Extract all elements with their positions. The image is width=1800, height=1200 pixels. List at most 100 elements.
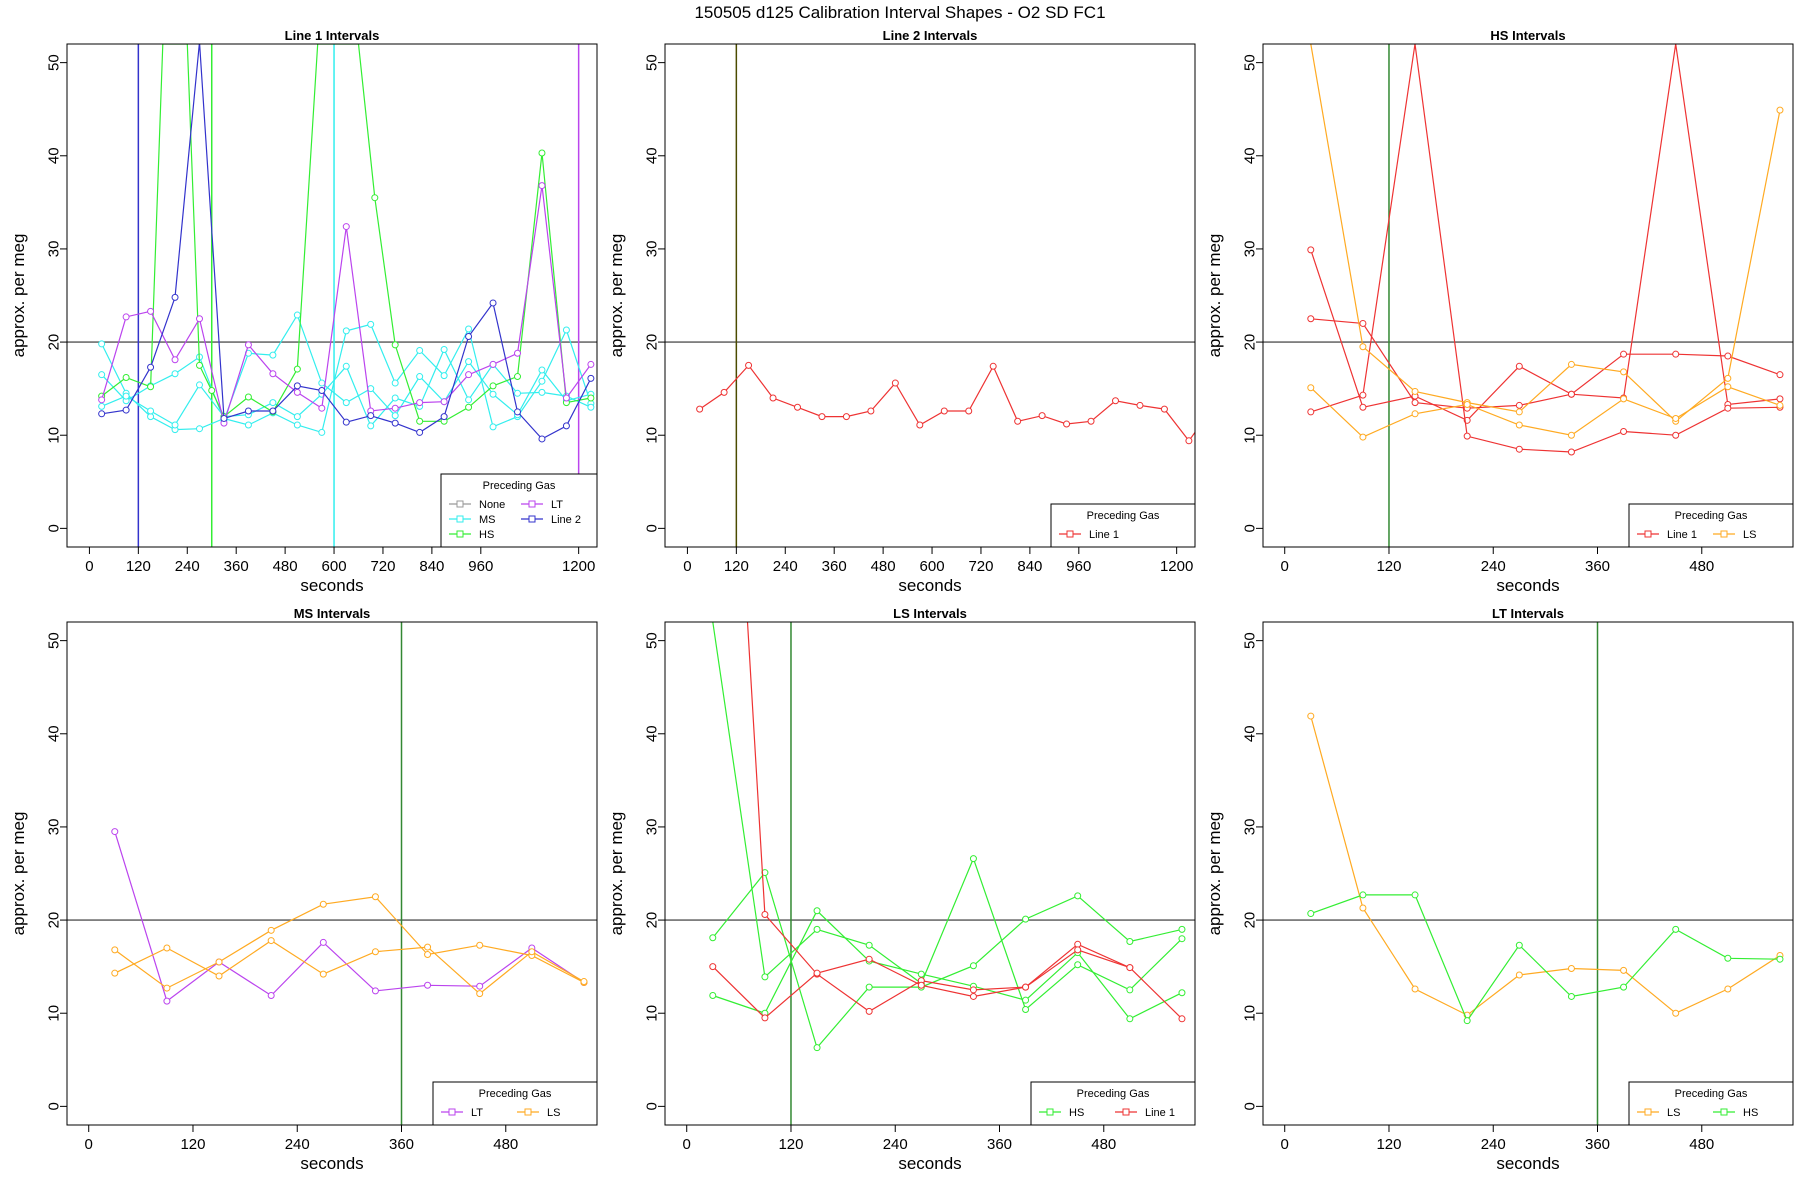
- data-point-ms: [391, 379, 399, 387]
- data-point-hs: [196, 361, 203, 369]
- legend-title: Preceding Gas: [1675, 1088, 1748, 1100]
- data-point-line-2: [318, 387, 326, 395]
- series-line-line-1: [699, 364, 1195, 442]
- data-point-line-1: [1567, 448, 1575, 456]
- data-point-lt: [587, 360, 595, 368]
- data-point-lt: [98, 396, 106, 404]
- data-point-hs: [865, 983, 873, 991]
- y-tick-label: 20: [644, 334, 661, 351]
- legend-entry-label: Line 1: [1667, 529, 1697, 541]
- data-point-ls: [1359, 904, 1367, 912]
- data-point-lt: [465, 371, 473, 379]
- x-tick-label: 0: [683, 1136, 691, 1153]
- data-point-hs: [122, 373, 130, 381]
- data-point-lt: [244, 341, 252, 349]
- y-tick-label: 30: [1242, 819, 1259, 836]
- data-point-ls: [163, 984, 171, 992]
- x-tick-label: 240: [773, 558, 798, 575]
- legend-box: [440, 473, 598, 548]
- series-line-line-1: [1310, 249, 1781, 422]
- data-point-ms: [171, 421, 179, 429]
- data-point-line-1: [865, 955, 873, 963]
- x-tick-label: 960: [1066, 558, 1091, 575]
- data-point-ls: [267, 926, 275, 934]
- data-point-lt: [147, 307, 155, 315]
- legend-swatch-marker: [456, 530, 464, 538]
- data-point-hs: [1672, 925, 1680, 933]
- series-line-lt: [114, 831, 585, 1003]
- figure-title: 150505 d125 Calibration Interval Shapes …: [694, 3, 1105, 22]
- y-tick-label: 0: [1242, 1102, 1259, 1110]
- series-line-hs: [1310, 894, 1781, 1022]
- y-tick-label: 50: [644, 632, 661, 649]
- panel-4: MS Intervals 0 120 240 360 480 0 10 20 30 40 50 seco…: [9, 606, 598, 1173]
- legend-entry-label: Line 1: [1089, 529, 1119, 541]
- data-point-line-1: [745, 361, 753, 369]
- data-point-hs: [865, 941, 873, 949]
- data-point-ls: [1724, 383, 1732, 391]
- data-point-line-1: [940, 407, 948, 415]
- legend-title: Preceding Gas: [479, 1088, 552, 1100]
- data-point-lt: [196, 315, 203, 323]
- data-point-ls: [1515, 421, 1523, 429]
- plot-area: [67, 44, 597, 547]
- data-point-line-2: [440, 413, 448, 421]
- data-point-ms: [269, 399, 277, 407]
- data-point-line-1: [1307, 315, 1315, 323]
- data-point-line-1: [1038, 412, 1046, 420]
- x-tick-label: 360: [224, 558, 249, 575]
- y-tick-label: 10: [1242, 427, 1259, 444]
- x-tick-label: 600: [322, 558, 347, 575]
- data-point-hs: [1359, 891, 1367, 899]
- data-point-ms: [244, 421, 252, 429]
- x-tick-label: 120: [1376, 1136, 1401, 1153]
- legend-swatch-marker: [1122, 1108, 1130, 1116]
- data-point-line-1: [1112, 397, 1119, 405]
- data-point-hs: [1567, 992, 1575, 1000]
- y-tick-label: 0: [644, 524, 661, 532]
- y-tick-label: 40: [46, 147, 63, 164]
- data-point-ls: [1359, 433, 1367, 441]
- data-point-ms: [171, 370, 179, 378]
- legend-entry-label: LT: [551, 499, 563, 511]
- data-point-ls: [111, 969, 119, 977]
- data-point-ls: [1620, 368, 1628, 376]
- data-point-line-2: [391, 419, 399, 427]
- legend-swatch-marker: [456, 500, 464, 508]
- data-point-ms: [538, 366, 546, 374]
- y-tick-label: 30: [644, 241, 661, 258]
- data-point-ls: [1620, 395, 1628, 403]
- data-point-line-2: [465, 332, 473, 340]
- data-point-line-1: [1515, 445, 1523, 453]
- data-point-ls: [580, 978, 588, 986]
- x-tick-label: 480: [1689, 1136, 1714, 1153]
- data-point-hs: [587, 394, 595, 402]
- y-tick-label: 30: [644, 819, 661, 836]
- plot-frame: [664, 43, 1196, 548]
- data-point-ms: [489, 390, 497, 398]
- legend-swatch-marker: [1644, 1108, 1652, 1116]
- legend-entry-label: Line 2: [551, 514, 581, 526]
- x-tick-label: 480: [871, 558, 896, 575]
- y-tick-label: 20: [1242, 334, 1259, 351]
- data-point-ms: [416, 373, 424, 381]
- data-point-line-1: [916, 421, 924, 429]
- legend-entry-label: HS: [1743, 1107, 1758, 1119]
- data-point-ms: [342, 327, 350, 335]
- panel-title: LS Intervals: [893, 606, 967, 621]
- panel-6: LT Intervals 0 120 240 360 480 0 10 20 30 40 50 seco…: [1205, 606, 1794, 1173]
- data-point-line-1: [1463, 432, 1471, 440]
- x-axis-label: seconds: [300, 1154, 363, 1173]
- panel-title: HS Intervals: [1490, 28, 1565, 43]
- x-tick-label: 360: [987, 1136, 1012, 1153]
- series-line-hs: [101, 44, 592, 422]
- y-tick-label: 10: [46, 427, 63, 444]
- data-point-ms: [416, 346, 424, 354]
- legend-swatch-marker: [1066, 530, 1074, 538]
- series-line-line-1: [1310, 44, 1781, 453]
- data-point-ls: [476, 990, 484, 998]
- data-point-line-1: [1724, 404, 1732, 412]
- y-tick-label: 40: [644, 725, 661, 742]
- data-point-ls: [1411, 387, 1419, 395]
